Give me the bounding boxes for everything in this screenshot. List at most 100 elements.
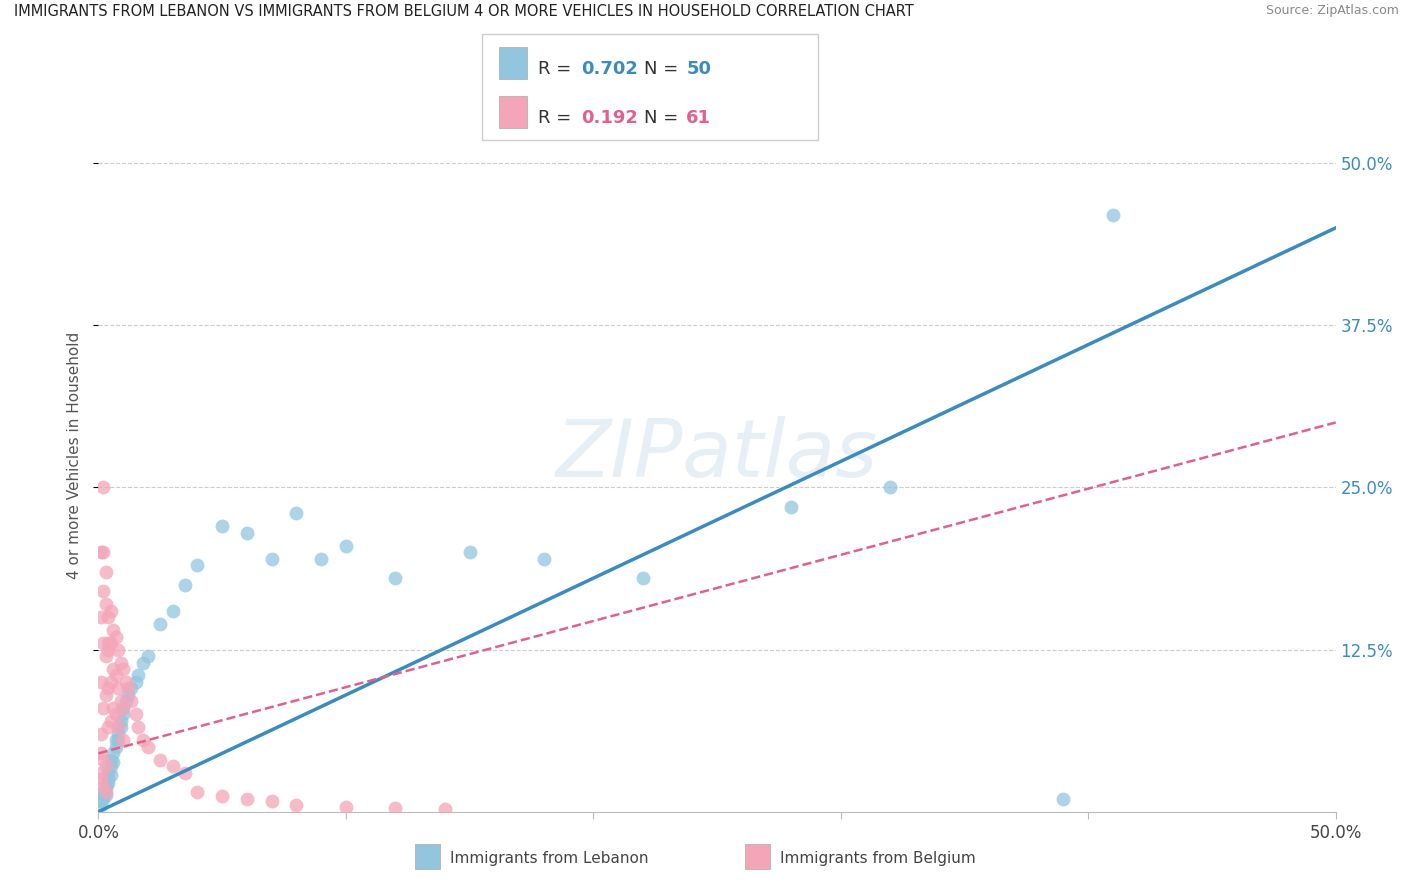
Point: [90, 545, 112, 559]
Point: [186, 558, 208, 573]
Point: [433, 802, 456, 816]
Point: [93, 584, 115, 599]
Point: [136, 739, 159, 754]
Point: [94, 565, 117, 579]
Point: [114, 675, 136, 690]
Point: [879, 480, 901, 494]
Point: [132, 733, 155, 747]
Point: [260, 794, 283, 808]
Point: [100, 604, 122, 618]
Point: [94, 759, 117, 773]
Text: N =: N =: [644, 60, 683, 78]
Point: [97, 642, 120, 657]
Point: [384, 571, 406, 585]
Text: R =: R =: [538, 109, 578, 127]
Point: [103, 623, 125, 637]
Point: [107, 681, 129, 696]
Point: [112, 707, 135, 722]
Point: [162, 759, 184, 773]
Point: [112, 701, 135, 715]
Point: [93, 753, 115, 767]
Point: [104, 733, 127, 747]
Point: [285, 506, 308, 520]
Point: [94, 779, 117, 793]
Text: 50: 50: [686, 60, 711, 78]
Point: [1052, 791, 1074, 805]
Point: [335, 539, 357, 553]
Point: [124, 707, 146, 722]
Point: [93, 785, 115, 799]
Point: [107, 720, 129, 734]
Point: [90, 610, 112, 624]
Point: [458, 545, 481, 559]
Point: [236, 525, 259, 540]
Point: [236, 791, 259, 805]
Point: [93, 791, 115, 805]
Point: [90, 794, 112, 808]
Point: [103, 701, 125, 715]
Point: [107, 727, 129, 741]
Point: [1102, 208, 1125, 222]
Point: [132, 656, 155, 670]
Point: [136, 648, 159, 663]
Point: [90, 798, 112, 813]
Point: [114, 694, 136, 708]
Point: [90, 765, 112, 780]
Point: [780, 500, 803, 514]
Point: [97, 610, 120, 624]
Point: [112, 662, 135, 676]
Point: [174, 577, 197, 591]
Point: [94, 648, 117, 663]
Point: [100, 768, 122, 782]
Point: [335, 799, 357, 814]
Point: [100, 753, 122, 767]
Point: [211, 519, 233, 533]
Point: [97, 681, 120, 696]
Point: [533, 551, 555, 566]
Point: [260, 551, 283, 566]
Point: [94, 597, 117, 611]
Point: [127, 720, 149, 734]
Point: [110, 720, 132, 734]
Point: [104, 668, 127, 682]
Point: [94, 688, 117, 702]
Point: [103, 662, 125, 676]
Text: ZIPatlas: ZIPatlas: [555, 416, 879, 494]
Text: IMMIGRANTS FROM LEBANON VS IMMIGRANTS FROM BELGIUM 4 OR MORE VEHICLES IN HOUSEHO: IMMIGRANTS FROM LEBANON VS IMMIGRANTS FR…: [14, 4, 914, 20]
Point: [309, 551, 332, 566]
Point: [93, 636, 115, 650]
Point: [100, 759, 122, 773]
Text: N =: N =: [644, 109, 683, 127]
Point: [110, 656, 132, 670]
Point: [112, 701, 135, 715]
Text: 0.192: 0.192: [581, 109, 637, 127]
Point: [93, 779, 115, 793]
Text: Immigrants from Lebanon: Immigrants from Lebanon: [450, 851, 648, 865]
Point: [100, 636, 122, 650]
Text: 61: 61: [686, 109, 711, 127]
Point: [107, 642, 129, 657]
Text: Source: ZipAtlas.com: Source: ZipAtlas.com: [1265, 4, 1399, 18]
Point: [94, 781, 117, 796]
Point: [162, 604, 184, 618]
Point: [93, 545, 115, 559]
Point: [112, 733, 135, 747]
Point: [631, 571, 654, 585]
Point: [107, 733, 129, 747]
Point: [110, 714, 132, 728]
Point: [117, 681, 139, 696]
Point: [90, 791, 112, 805]
Point: [97, 720, 120, 734]
Point: [90, 675, 112, 690]
Point: [149, 616, 172, 631]
Point: [285, 798, 308, 813]
Point: [94, 785, 117, 799]
Point: [174, 765, 197, 780]
Point: [97, 765, 120, 780]
Point: [104, 707, 127, 722]
Point: [90, 727, 112, 741]
Y-axis label: 4 or more Vehicles in Household: 4 or more Vehicles in Household: [67, 331, 83, 579]
Point: [100, 714, 122, 728]
Point: [93, 480, 115, 494]
Point: [97, 636, 120, 650]
